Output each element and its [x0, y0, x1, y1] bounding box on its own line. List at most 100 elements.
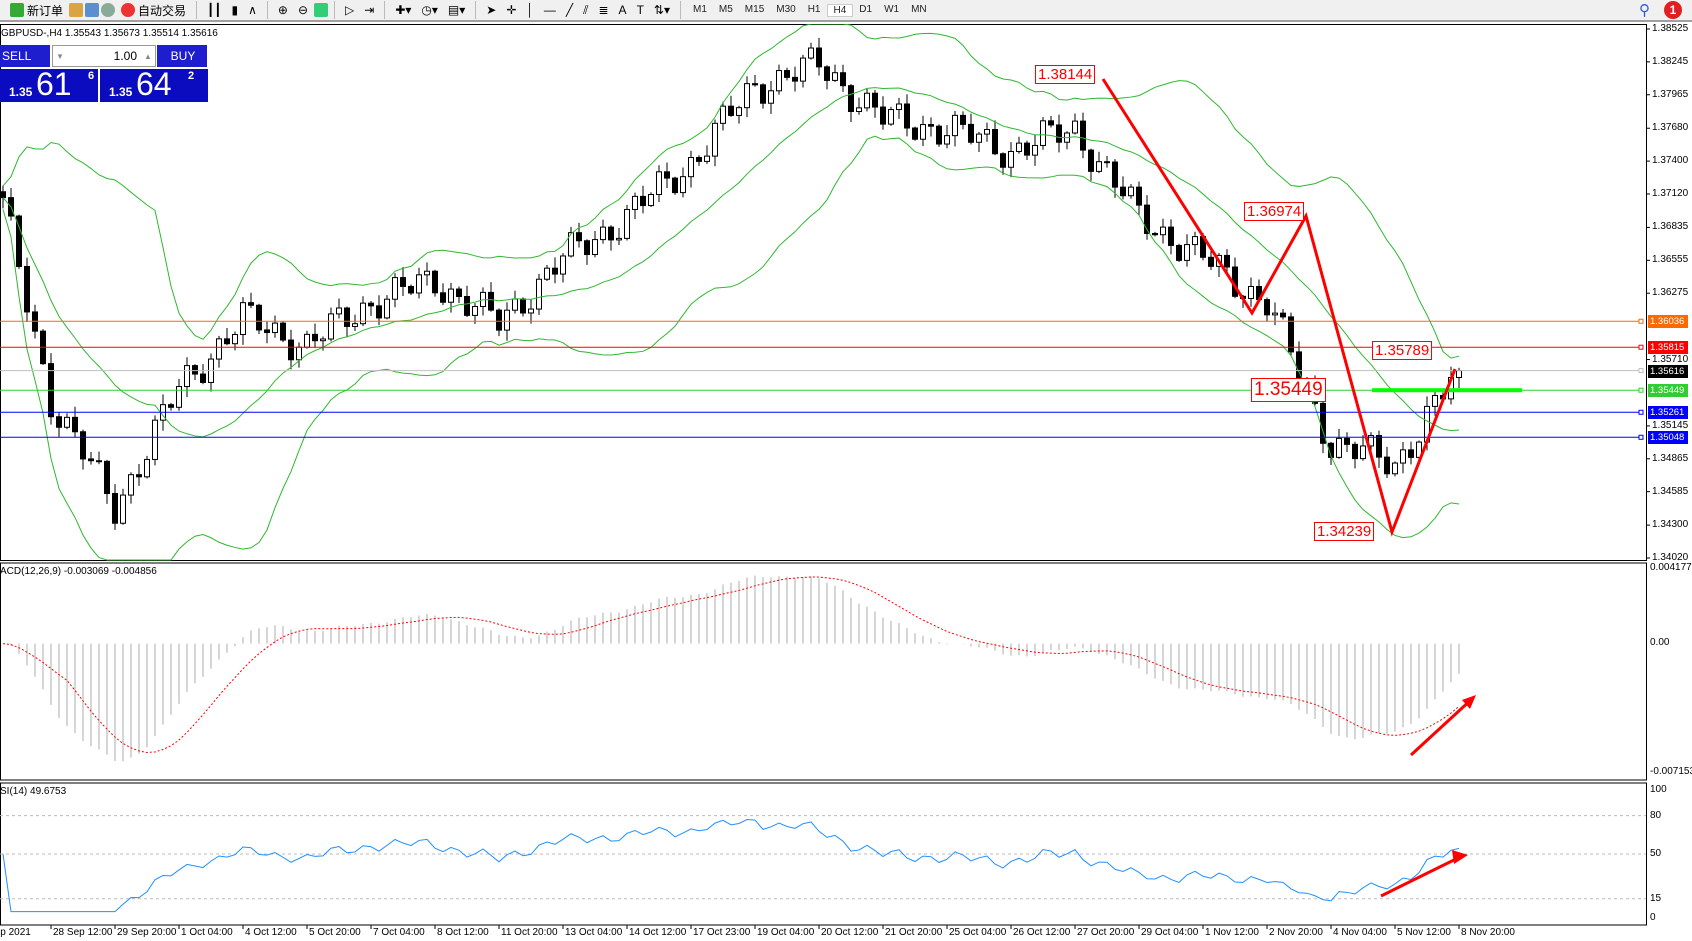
timeframe-h4[interactable]: H4 [826, 3, 854, 17]
timeframe-h1[interactable]: H1 [807, 3, 821, 15]
candle-body [144, 458, 150, 478]
macd-tick-label: 0.00 [1650, 637, 1670, 648]
candle [368, 301, 374, 316]
candle-body [216, 338, 222, 360]
trendline-icon[interactable]: ╱ [565, 3, 574, 17]
search-icon[interactable]: ⚲ [1639, 2, 1650, 19]
candle-body [96, 460, 102, 463]
candle-body [880, 106, 886, 125]
chart-canvas[interactable] [0, 24, 1692, 941]
candle [608, 225, 614, 251]
timeframe-d1[interactable]: D1 [859, 3, 873, 15]
candle-body [768, 90, 774, 104]
new-order-button[interactable]: 新订单 [6, 0, 67, 20]
horizontal-line-icon[interactable]: — [543, 3, 556, 17]
new-order-icon [10, 3, 24, 17]
timeframe-m1[interactable]: M1 [692, 3, 707, 15]
candle-body [1168, 226, 1174, 246]
tile-windows-icon[interactable] [314, 3, 329, 17]
line-chart-icon[interactable]: ∧ [248, 3, 257, 17]
candle [384, 295, 390, 320]
candle [208, 353, 214, 392]
candle-body [680, 176, 686, 194]
candle [416, 267, 422, 299]
price-annotation: 1.36974 [1244, 202, 1305, 221]
arrows-icon[interactable]: ⇅▾ [653, 3, 670, 17]
candle-body [744, 83, 750, 109]
candle [880, 96, 886, 130]
signals-icon[interactable] [101, 3, 116, 17]
chart-shift-icon[interactable]: ⇥ [364, 3, 375, 17]
candle-body [72, 416, 78, 433]
candle [432, 269, 438, 297]
buy-price[interactable]: 1.35 64 2 [100, 66, 208, 102]
candle-body [1008, 150, 1014, 168]
sell-button[interactable]: SELL [0, 45, 50, 67]
timeframe-m30[interactable]: M30 [776, 3, 796, 15]
text-label-icon[interactable]: T [636, 3, 644, 17]
text-icon[interactable]: A [618, 3, 627, 17]
auto-trading-button[interactable]: 自动交易 [117, 0, 190, 20]
candle [336, 298, 342, 319]
candle [752, 75, 758, 87]
bar-chart-icon[interactable]: ┃┃ [207, 3, 222, 17]
candle-body [496, 309, 502, 331]
buy-price-fraction: 2 [188, 70, 195, 82]
candle-body [280, 322, 286, 341]
separator [334, 1, 336, 19]
lot-size-input[interactable]: ▼ 1.00 ▲ [52, 45, 156, 67]
periods-icon[interactable]: ◷▾ [421, 3, 438, 17]
candle [48, 353, 54, 425]
fibonacci-icon[interactable]: ≣ [598, 3, 609, 17]
market-watch-icon[interactable] [69, 3, 84, 17]
candle [1072, 113, 1078, 135]
candle-body [832, 72, 838, 81]
candle [16, 214, 22, 269]
candle [440, 283, 446, 306]
candle [792, 66, 798, 92]
timeframe-w1[interactable]: W1 [884, 3, 900, 15]
indicators-icon[interactable]: ✚▾ [395, 3, 412, 17]
candle-body [512, 298, 518, 311]
crosshair-icon[interactable]: ✛ [506, 3, 517, 17]
vertical-line-icon[interactable]: │ [526, 3, 534, 17]
candle-body [1152, 232, 1158, 236]
candle [600, 219, 606, 244]
zoom-out-icon[interactable]: ⊖ [297, 3, 309, 17]
candle-body [1392, 462, 1398, 475]
candle-body [256, 304, 262, 331]
candle-body [1096, 161, 1102, 172]
candle [824, 65, 830, 90]
candle-body [1120, 186, 1126, 197]
data-window-icon[interactable] [85, 3, 100, 17]
time-label: 26 Oct 12:00 [1013, 927, 1071, 938]
candle-body [1000, 153, 1006, 168]
candle-body [632, 195, 638, 210]
notification-badge[interactable]: 1 [1664, 1, 1682, 19]
price-level-handle [1638, 409, 1644, 415]
candle [800, 54, 806, 88]
buy-button[interactable]: BUY [157, 45, 207, 67]
time-label: 5 Nov 12:00 [1397, 927, 1451, 938]
lot-value[interactable]: 1.00 [113, 49, 137, 63]
timeframe-m5[interactable]: M5 [718, 3, 733, 15]
sell-price[interactable]: 1.35 61 6 [0, 66, 98, 102]
templates-icon[interactable]: ▤▾ [447, 3, 466, 17]
cursor-icon[interactable]: ➤ [486, 3, 497, 17]
timeframe-bar: M1 M5 M15 M30 H1 H4 D1 W1 MN [687, 3, 933, 17]
zoom-in-icon[interactable]: ⊕ [277, 3, 288, 17]
candle [952, 111, 958, 147]
auto-scroll-icon[interactable]: ▷ [345, 3, 355, 17]
channel-icon[interactable]: ⫽ [583, 2, 589, 17]
candlestick-icon[interactable]: ▮ [231, 3, 239, 17]
candle [888, 106, 894, 126]
candle [352, 314, 358, 331]
separator [266, 1, 268, 19]
lot-decrease-icon[interactable]: ▼ [56, 51, 64, 61]
lot-increase-icon[interactable]: ▲ [144, 51, 152, 61]
timeframe-mn[interactable]: MN [911, 3, 927, 15]
timeframe-m15[interactable]: M15 [744, 3, 765, 15]
candle [184, 357, 190, 398]
candle [512, 290, 518, 314]
candle-body [960, 114, 966, 125]
